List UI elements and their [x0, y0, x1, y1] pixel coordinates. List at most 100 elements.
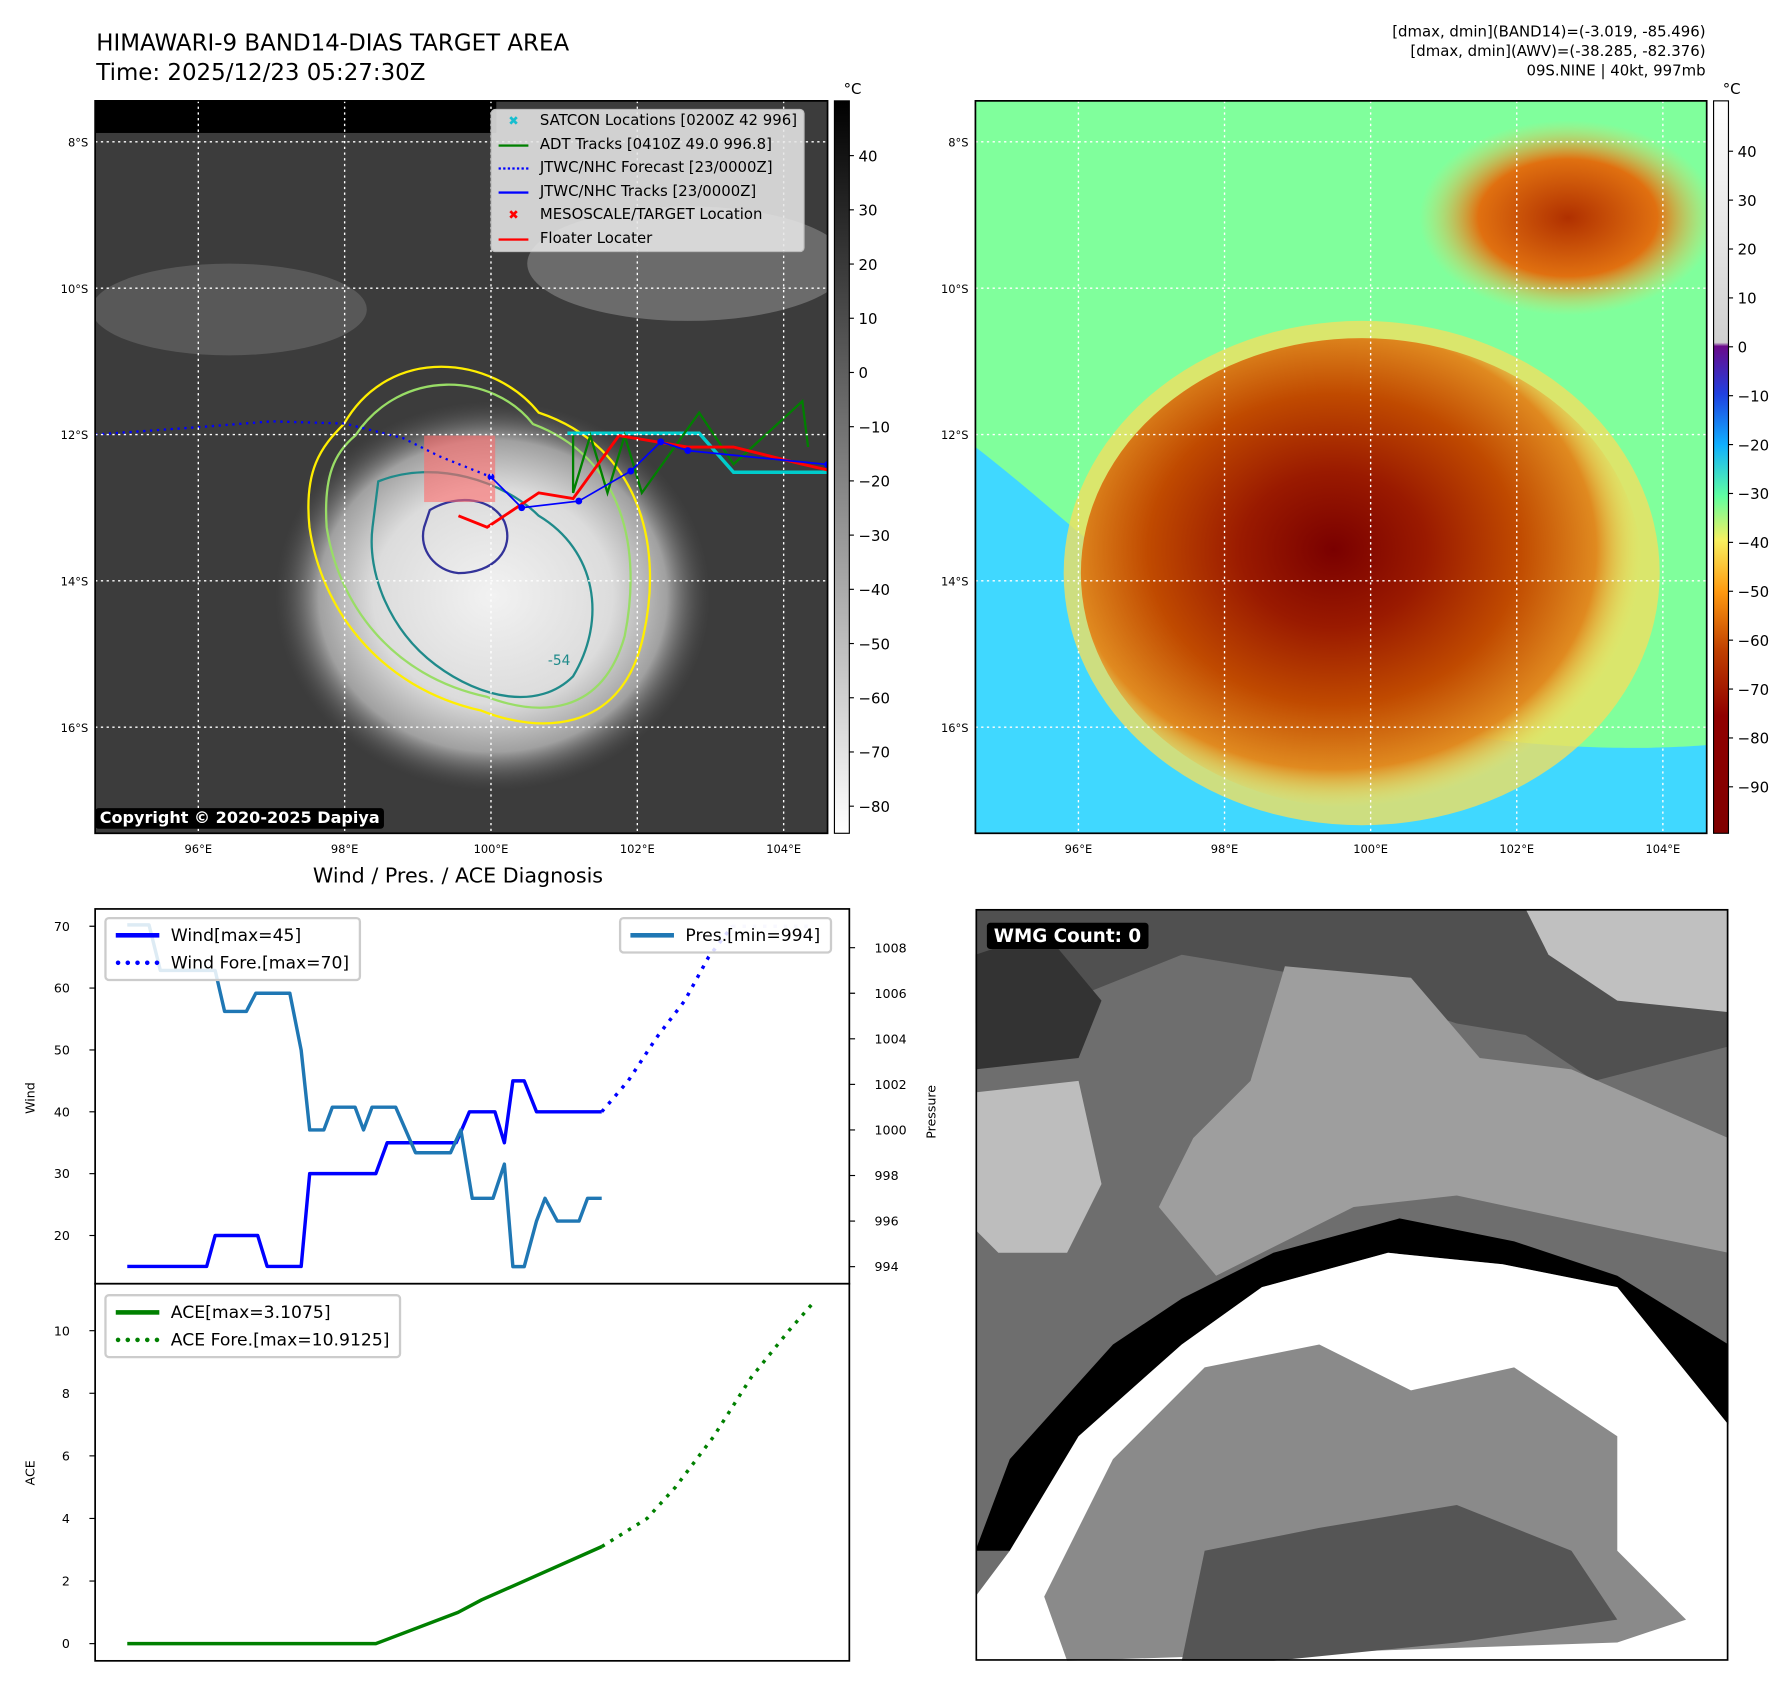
colorbar-tick-label: −60 — [859, 689, 890, 707]
lat-label: 16°S — [61, 721, 89, 735]
wind-forecast-swatch — [115, 960, 160, 966]
map-legend: ✖ SATCON Locations [0200Z 42 996] ADT Trac… — [490, 108, 806, 253]
lat-label: 12°S — [61, 428, 89, 442]
legend-wind-forecast: Wind Fore.[max=70] — [170, 952, 350, 974]
legend-ace-forecast: ACE Fore.[max=10.9125] — [170, 1329, 390, 1351]
colorbar-tick-label: −80 — [1738, 730, 1769, 748]
lon-label: 96°E — [1065, 842, 1093, 856]
lon-label: 98°E — [1211, 842, 1239, 856]
colorbar-tick-label: −90 — [1738, 779, 1769, 797]
target-box — [424, 435, 496, 503]
map-legend-item: ADT Tracks [0410Z 49.0 996.8] — [498, 134, 797, 157]
y2-tick-label: 1008 — [875, 940, 907, 955]
colorbar-right-unit: °C — [1723, 80, 1741, 98]
map-legend-item: ✖ SATCON Locations [0200Z 42 996] — [499, 110, 797, 133]
map-legend-label: JTWC/NHC Forecast [23/0000Z] — [539, 159, 773, 177]
deep-convection — [1080, 338, 1643, 809]
awv-range: [dmax, dmin](AWV)=(-38.285, -82.376) — [1410, 43, 1706, 61]
y2-tick-label: 1000 — [875, 1123, 907, 1138]
y-tick-label: 20 — [54, 1228, 70, 1243]
cloud-band — [95, 263, 367, 356]
series-line-ace-max-3-1075- — [127, 1545, 603, 1646]
adt-track — [571, 398, 810, 497]
jtwc-track-point — [518, 504, 526, 512]
lat-label: 16°S — [941, 721, 969, 735]
colorbar-tick-label: −60 — [1738, 632, 1769, 650]
lat-label: 8°S — [948, 135, 968, 149]
legend-swatch-icon: ✖ — [508, 113, 519, 129]
lon-label: 102°E — [620, 842, 655, 856]
y-tick-label: 0 — [62, 1636, 70, 1651]
jtwc-track-point — [575, 497, 583, 505]
title-line-2: Time: 2025/12/23 05:27:30Z — [96, 58, 426, 86]
contour-teal — [370, 471, 594, 699]
colorbar-tick-label: −30 — [1738, 485, 1769, 503]
map-gridlines — [975, 100, 1707, 834]
lon-label: 104°E — [1645, 842, 1680, 856]
y2-tick-label: 1006 — [875, 986, 907, 1001]
lat-label: 10°S — [941, 282, 969, 296]
wmg-region-mid — [1158, 966, 1729, 1276]
wind-legend: Wind[max=45] Wind Fore.[max=70] — [104, 916, 361, 982]
y2-tick-label: 1004 — [875, 1031, 907, 1046]
y-tick-label: 70 — [54, 919, 70, 934]
contour-yellow — [307, 365, 652, 725]
colorbar-tick-label: 10 — [859, 310, 878, 328]
title-line-1: HIMAWARI-9 BAND14-DIAS TARGET AREA — [96, 28, 570, 57]
figure-title: HIMAWARI-9 BAND14-DIAS TARGET AREA Time:… — [96, 28, 569, 88]
series-line-ace-fore-max-10-9125- — [600, 1301, 815, 1549]
wmg-count-badge: WMG Count: 0 — [986, 922, 1148, 950]
legend-swatch-icon: ✖ — [508, 207, 519, 223]
awv-map-panel: 8°S10°S12°S14°S16°S96°E 98°E 100°E 102°E 104… — [941, 80, 1769, 856]
colorbar-tick-label: −10 — [1738, 387, 1769, 405]
series-line-wind-max-45- — [127, 1079, 602, 1269]
wind-axis-label: Wind — [22, 1082, 37, 1114]
y-tick-label: 4 — [62, 1511, 70, 1526]
no-data-strip — [95, 100, 497, 133]
y2-tick-label: 996 — [875, 1214, 899, 1229]
jtwc-track-point — [487, 473, 495, 481]
lat-label: 8°S — [68, 135, 88, 149]
lon-label: 104°E — [766, 842, 801, 856]
lon-label: 98°E — [331, 842, 359, 856]
y-tick-label: 50 — [54, 1043, 70, 1058]
map-frame — [974, 100, 1708, 835]
ace-legend: ACE[max=3.1075] ACE Fore.[max=10.9125] — [104, 1294, 401, 1359]
legend-swatch-icon — [498, 191, 529, 194]
legend-pressure: Pres.[min=994] — [685, 924, 821, 946]
colorbar-tick-label: 10 — [1738, 290, 1757, 308]
lat-label: 14°S — [61, 574, 89, 588]
colorbar-tick-label: 20 — [859, 256, 878, 274]
colorbar-tick-label: −40 — [1738, 534, 1769, 552]
storm-summary: 09S.NINE | 40kt, 997mb — [1526, 63, 1706, 81]
lon-label: 100°E — [474, 842, 509, 856]
pressure-swatch — [630, 933, 674, 938]
colorbar-tick-label: 20 — [1738, 241, 1757, 259]
legend-wind: Wind[max=45] — [170, 924, 302, 946]
copyright-label: Copyright © 2020-2025 Dapiya — [95, 808, 385, 829]
wmg-frame — [975, 908, 1729, 1661]
legend-ace: ACE[max=3.1075] — [170, 1302, 331, 1323]
series-line-pres-min-994- — [127, 923, 602, 1269]
jtwc-track-point — [684, 447, 692, 455]
jtwc-track-point — [657, 438, 665, 446]
y-tick-label: 10 — [54, 1323, 70, 1338]
y-tick-label: 30 — [54, 1166, 70, 1181]
upper-convection — [1419, 120, 1707, 316]
map-frame — [94, 100, 829, 835]
lat-label: 10°S — [61, 282, 89, 296]
lon-label: 100°E — [1353, 842, 1388, 856]
colorbar-tick-label: −80 — [859, 798, 890, 816]
diagnosis-chart: Wind Pressure ACE 2030405060709949969981… — [22, 908, 907, 1662]
pressure-legend: Pres.[min=994] — [618, 916, 832, 954]
colorbar-tick-label: −10 — [859, 418, 890, 436]
floater-locater-line — [457, 433, 828, 529]
ace-axis-label: ACE — [22, 1460, 37, 1485]
colorbar-tick-label: −20 — [1738, 436, 1769, 454]
y2-tick-label: 1002 — [875, 1077, 907, 1092]
pressure-axis-label-text: Pressure — [923, 1085, 938, 1139]
y-tick-label: 6 — [62, 1448, 70, 1463]
wmg-eyewall-black — [975, 1218, 1729, 1551]
pressure-label-holder: Pressure — [923, 1085, 938, 1139]
lon-label: 96°E — [185, 842, 213, 856]
